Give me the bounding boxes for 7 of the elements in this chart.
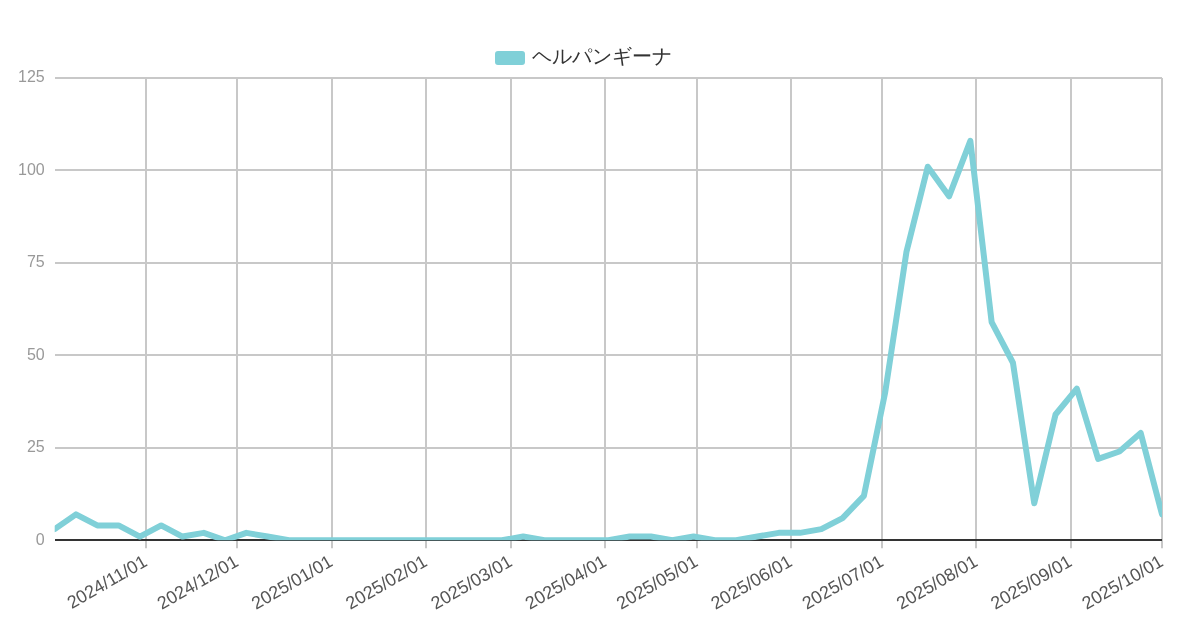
- y-tick-label: 125: [17, 68, 45, 86]
- y-tick-label: 100: [17, 160, 45, 178]
- y-tick-label: 0: [35, 530, 45, 548]
- y-tick-label: 50: [26, 345, 45, 363]
- y-tick-label: 25: [26, 438, 45, 456]
- legend-label: ヘルパンギーナ: [532, 44, 672, 69]
- y-tick-label: 75: [26, 253, 45, 271]
